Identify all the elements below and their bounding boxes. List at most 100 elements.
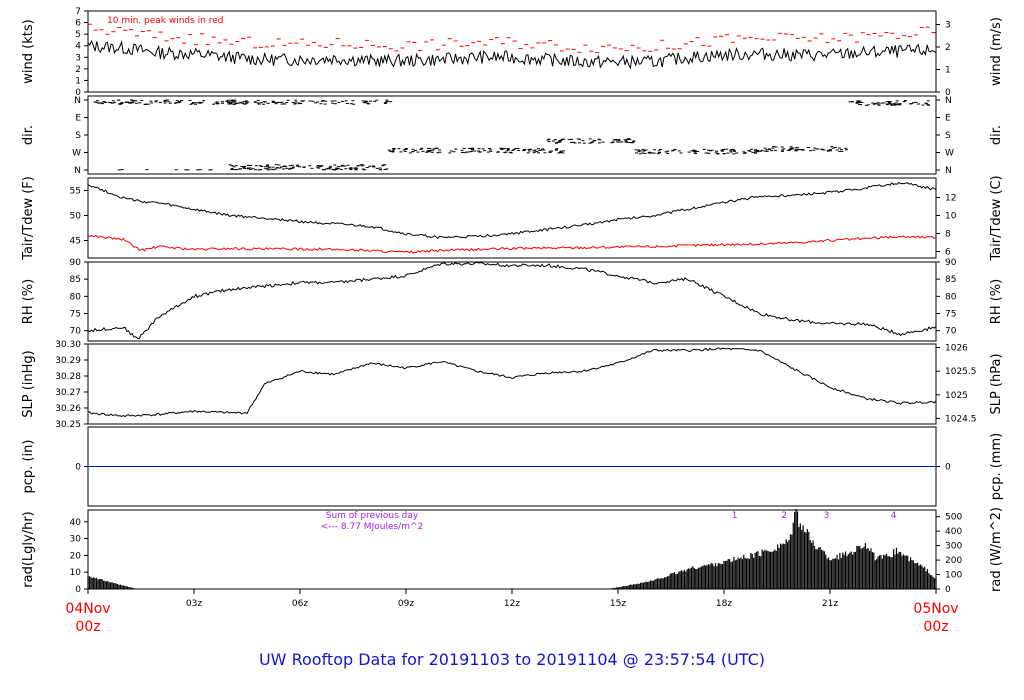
x-axis: 03z 06z 09z 12z 15z 18z 21z 04Nov 00z 05Nov 00z <box>65 589 959 635</box>
panel-precipitation: pcp. (in) pcp. (mm) 0 0 <box>21 426 1004 507</box>
ytick-label-left-wind: 2 <box>75 65 81 75</box>
radiation-marker: 3 <box>824 511 830 521</box>
ylabel-left-wind: wind (kts) <box>21 19 36 83</box>
ytick-label-right-wind: 2 <box>945 43 951 53</box>
ytick-label-right-humidity: 75 <box>945 310 956 320</box>
ylabel-right-pressure: SLP (hPa) <box>989 353 1004 414</box>
ylabel-right-humidity: RH (%) <box>989 279 1004 324</box>
ytick-label-right-pressure: 1026 <box>945 344 968 354</box>
ytick-label-left-direction: W <box>72 149 81 159</box>
ytick-label-right-radiation: 500 <box>945 513 962 523</box>
ytick-label-left-wind: 4 <box>75 42 81 52</box>
ytick-label-left-pressure: 30.27 <box>55 388 81 398</box>
ytick-label-right-humidity: 90 <box>945 258 957 268</box>
ytick-label-right-humidity: 80 <box>945 292 957 302</box>
ytick-label-right-direction: E <box>945 114 951 124</box>
ytick-label-right-direction: W <box>945 149 954 159</box>
ytick-label-left-pressure: 30.28 <box>55 372 81 382</box>
wind-annotation: 10 min. peak winds in red <box>107 16 224 26</box>
ytick-label-right-precipitation: 0 <box>945 463 951 473</box>
ytick-label-left-pressure: 30.25 <box>55 420 81 430</box>
ytick-label-right-wind: 1 <box>945 66 951 76</box>
xtick-label: 21z <box>822 599 838 609</box>
radiation-marker: 2 <box>781 511 787 521</box>
ytick-label-right-humidity: 70 <box>945 327 957 337</box>
ytick-label-left-pressure: 30.30 <box>55 340 81 350</box>
radiation-note-value: <--- 8.77 MJoules/m^2 <box>321 522 423 532</box>
ytick-label-left-humidity: 90 <box>70 258 82 268</box>
panel-frame-temperature <box>87 177 937 259</box>
ylabel-left-precipitation: pcp. (in) <box>21 440 36 494</box>
ytick-label-left-direction: E <box>75 114 81 124</box>
series-line-temperature-tair <box>87 181 937 240</box>
ytick-label-right-radiation: 300 <box>945 542 962 552</box>
ylabel-left-temperature: Tair/Tdew (F) <box>21 176 36 261</box>
panel-frame-pressure <box>87 343 937 425</box>
ylabel-left-radiation: rad(Lgly/hr) <box>21 511 36 587</box>
ytick-label-left-temperature: 55 <box>70 187 81 197</box>
ytick-label-left-radiation: 10 <box>70 568 82 578</box>
ytick-label-left-radiation: 30 <box>70 535 82 545</box>
figure-title: UW Rooftop Data for 20191103 to 20191104… <box>259 650 765 669</box>
xaxis-end-hour: 00z <box>923 619 948 635</box>
xtick-label: 15z <box>610 599 626 609</box>
ytick-label-left-humidity: 70 <box>70 327 82 337</box>
ytick-label-left-wind: 1 <box>75 76 81 86</box>
ytick-label-left-humidity: 75 <box>70 310 81 320</box>
ytick-label-right-wind: 0 <box>945 88 951 98</box>
ytick-label-left-direction: N <box>74 96 81 106</box>
radiation-marker: 4 <box>891 511 897 521</box>
ytick-label-left-precipitation: 0 <box>75 463 81 473</box>
radiation-marker: 1 <box>732 511 738 521</box>
ytick-label-left-direction: N <box>74 166 81 176</box>
ytick-label-right-direction: S <box>945 131 951 141</box>
ytick-label-right-wind: 3 <box>945 21 951 31</box>
ylabel-right-radiation: rad (W/m^2) <box>989 507 1004 592</box>
ylabel-right-precipitation: pcp. (mm) <box>989 433 1004 500</box>
ytick-label-right-radiation: 400 <box>945 527 962 537</box>
ytick-label-left-pressure: 30.29 <box>55 356 81 366</box>
ytick-label-right-temperature: 8 <box>945 230 951 240</box>
panel-frame-wind <box>87 10 937 93</box>
ytick-label-right-temperature: 6 <box>945 248 951 258</box>
panel-frame-humidity <box>87 261 937 342</box>
ylabel-right-temperature: Tair/Tdew (C) <box>989 175 1004 261</box>
ytick-label-left-pressure: 30.26 <box>55 404 81 414</box>
xtick-label: 12z <box>504 599 520 609</box>
xaxis-start-date: 04Nov <box>65 601 110 617</box>
ylabel-left-direction: dir. <box>21 125 36 145</box>
ytick-label-right-radiation: 200 <box>945 556 962 566</box>
ytick-label-left-radiation: 0 <box>75 585 81 595</box>
ylabel-left-humidity: RH (%) <box>21 279 36 324</box>
ytick-label-left-direction: S <box>75 131 81 141</box>
ytick-label-left-wind: 7 <box>75 7 81 17</box>
ytick-label-right-radiation: 100 <box>945 571 962 581</box>
ytick-label-left-wind: 0 <box>75 88 81 98</box>
radiation-note-sum: Sum of previous day <box>326 511 419 521</box>
ytick-label-right-radiation: 0 <box>945 585 951 595</box>
ylabel-right-direction: dir. <box>989 125 1004 145</box>
ytick-label-right-pressure: 1025.5 <box>945 367 977 377</box>
ytick-label-right-pressure: 1025 <box>945 391 968 401</box>
ytick-label-left-wind: 6 <box>75 19 81 29</box>
xaxis-end-date: 05Nov <box>913 601 958 617</box>
series-line-temperature-tdew <box>87 234 937 254</box>
xtick-label: 18z <box>716 599 732 609</box>
xtick-label: 06z <box>292 599 308 609</box>
ytick-label-left-radiation: 40 <box>70 518 82 528</box>
ytick-label-left-wind: 5 <box>75 30 81 40</box>
panel-temperature: Tair/Tdew (F) Tair/Tdew (C) 45 50 55 6 8 10 12 <box>21 175 1004 261</box>
series-line-pressure <box>87 347 937 418</box>
ytick-label-left-humidity: 85 <box>70 275 81 285</box>
ytick-label-right-humidity: 85 <box>945 275 956 285</box>
ytick-label-left-temperature: 45 <box>70 237 81 247</box>
panel-pressure: SLP (inHg) SLP (hPa) 30.25 30.26 30.27 30.28 3… <box>21 340 1004 430</box>
series-line-wind <box>87 39 937 70</box>
ytick-label-left-temperature: 50 <box>70 212 82 222</box>
panel-frame-direction <box>87 95 937 175</box>
ytick-label-right-direction: N <box>945 166 952 176</box>
ytick-label-left-radiation: 20 <box>70 551 82 561</box>
